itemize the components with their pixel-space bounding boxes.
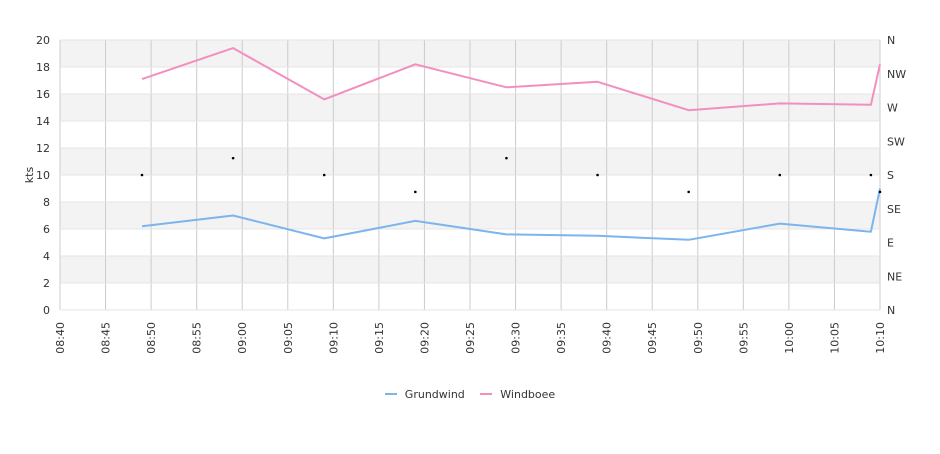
y-tick-label: 4 bbox=[43, 250, 50, 263]
direction-point bbox=[596, 173, 599, 177]
y2-axis-ticks: N NE E SE S SW W NW N bbox=[887, 34, 906, 317]
direction-point bbox=[414, 190, 417, 194]
x-tick-label: 09:10 bbox=[327, 322, 340, 354]
y-tick-label: 6 bbox=[43, 223, 50, 236]
x-tick-label: 10:05 bbox=[828, 322, 841, 354]
y-tick-label: 10 bbox=[36, 169, 50, 182]
y2-tick-label: N bbox=[887, 34, 895, 47]
direction-point bbox=[140, 173, 144, 177]
x-tick-label: 08:50 bbox=[145, 322, 158, 354]
x-tick-label: 10:00 bbox=[783, 322, 796, 354]
direction-point bbox=[231, 156, 235, 160]
x-tick-label: 09:55 bbox=[737, 322, 750, 354]
horizontal-gridlines bbox=[60, 39, 880, 311]
series-lines bbox=[141, 47, 881, 241]
direction-point bbox=[687, 190, 690, 194]
direction-point bbox=[322, 173, 326, 177]
legend-item-windboee[interactable]: Windboee bbox=[480, 388, 555, 401]
y-tick-label: 12 bbox=[36, 142, 50, 155]
y-tick-label: 20 bbox=[36, 34, 50, 47]
x-tick-label: 09:35 bbox=[555, 322, 568, 354]
x-tick-label: 09:20 bbox=[418, 322, 431, 354]
x-tick-label: 09:45 bbox=[646, 322, 659, 354]
y-axis-ticks: 0 2 4 6 8 10 12 14 16 18 20 bbox=[36, 34, 50, 317]
x-tick-label: 09:05 bbox=[282, 322, 295, 354]
y-tick-label: 0 bbox=[43, 304, 50, 317]
y-tick-label: 8 bbox=[43, 196, 50, 209]
legend-swatch-windboee bbox=[480, 393, 493, 395]
y-tick-label: 2 bbox=[43, 277, 50, 290]
x-axis-ticks: 08:40 08:45 08:50 08:55 09:00 09:05 09:10 09:15… bbox=[54, 322, 887, 354]
y-tick-label: 14 bbox=[36, 115, 50, 128]
x-tick-label: 08:40 bbox=[54, 322, 67, 354]
y2-tick-label: S bbox=[887, 169, 894, 182]
y2-tick-label: SW bbox=[887, 135, 905, 148]
series-line-windboee bbox=[141, 47, 881, 112]
y2-tick-label: E bbox=[887, 237, 894, 250]
legend-label-grundwind: Grundwind bbox=[404, 387, 465, 401]
y2-tick-label: NW bbox=[887, 68, 906, 81]
x-tick-label: 09:15 bbox=[373, 322, 386, 354]
y2-tick-label: N bbox=[887, 304, 895, 317]
direction-point bbox=[878, 190, 882, 194]
legend-item-grundwind[interactable]: Grundwind bbox=[384, 387, 465, 401]
y2-tick-label: W bbox=[887, 102, 898, 115]
legend-label-windboee: Windboee bbox=[500, 387, 556, 401]
x-tick-label: 08:45 bbox=[100, 322, 113, 354]
direction-point bbox=[778, 173, 782, 177]
direction-point bbox=[869, 173, 873, 177]
series-line-grundwind bbox=[141, 188, 881, 241]
x-tick-label: 09:25 bbox=[464, 322, 477, 354]
y-axis-label: kts bbox=[23, 167, 36, 184]
x-tick-label: 09:00 bbox=[236, 322, 249, 354]
legend-swatch-grundwind bbox=[384, 393, 397, 395]
x-tick-label: 09:50 bbox=[692, 322, 705, 354]
x-tick-label: 08:55 bbox=[191, 322, 204, 354]
y-tick-label: 16 bbox=[36, 88, 50, 101]
x-tick-label: 09:30 bbox=[510, 322, 523, 354]
y-tick-label: 18 bbox=[36, 61, 50, 74]
direction-points bbox=[140, 156, 882, 194]
y2-tick-label: SE bbox=[887, 203, 901, 216]
x-tick-label: 10:10 bbox=[874, 322, 887, 354]
x-tick-label: 09:40 bbox=[601, 322, 614, 354]
y2-tick-label: NE bbox=[887, 270, 902, 283]
direction-point bbox=[505, 156, 508, 160]
legend: Grundwind Windboee bbox=[0, 385, 940, 401]
